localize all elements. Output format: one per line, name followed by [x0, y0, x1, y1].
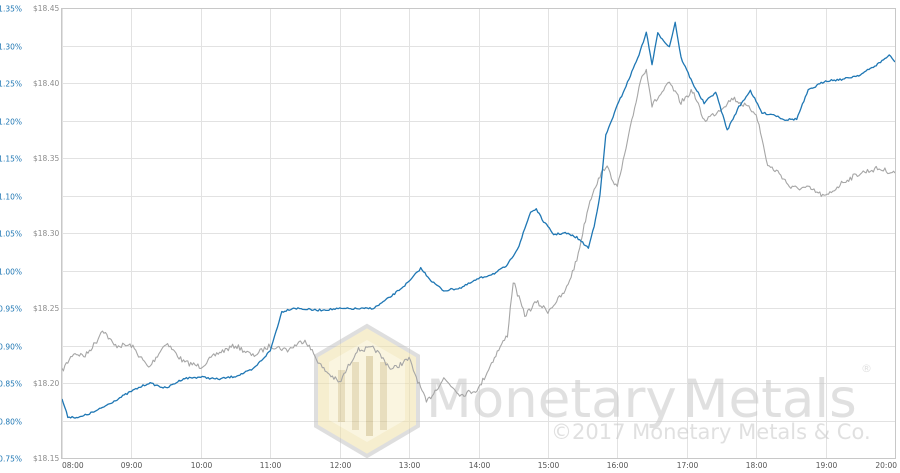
- y-left-tick-label: 1.05%: [0, 230, 22, 239]
- y-left-tick-label: 0.75%: [0, 455, 22, 464]
- y-left-tick-label: 1.25%: [0, 80, 22, 89]
- x-tick-label: 11:00: [260, 461, 282, 470]
- x-tick-label: 09:00: [121, 461, 143, 470]
- y-left-tick-label: 1.00%: [0, 268, 22, 277]
- watermark-copyright: ©2017 Monetary Metals & Co.: [551, 420, 871, 444]
- y-price-tick-label: $18.25: [33, 304, 59, 313]
- plot-frame: [61, 8, 896, 459]
- x-axis: 08:00 09:00 10:00 11:00 12:00 13:00 14:00 15:00…: [62, 461, 897, 470]
- x-tick-label: 15:00: [538, 461, 560, 470]
- x-tick-label: 12:00: [330, 461, 352, 470]
- series-line-secondary: [61, 68, 896, 403]
- y-left-tick-label: 0.85%: [0, 380, 22, 389]
- y-left-tick-label: 0.95%: [0, 305, 22, 314]
- left-axis: 0.75% 0.80% 0.85% 0.90% 0.95% 1.00% 1.05% 1.10%…: [0, 5, 22, 464]
- inner-price-axis: $18.15 $18.20 $18.25 $18.30 $18.35 $18.40 $18.…: [33, 4, 59, 463]
- x-tick-label: 10:00: [191, 461, 213, 470]
- monetary-metals-logo-icon: [314, 323, 420, 459]
- x-tick-label: 13:00: [399, 461, 421, 470]
- y-left-tick-label: 1.15%: [0, 155, 22, 164]
- series-layer: [61, 21, 896, 419]
- x-tick-label: 08:00: [62, 461, 84, 470]
- x-tick-label: 16:00: [607, 461, 629, 470]
- y-price-tick-label: $18.20: [33, 379, 59, 388]
- x-tick-label: 19:00: [816, 461, 838, 470]
- y-left-tick-label: 1.35%: [0, 5, 22, 14]
- y-left-tick-label: 0.90%: [0, 343, 22, 352]
- watermark-brand: Monetary Metals: [426, 369, 857, 430]
- y-left-tick-label: 1.10%: [0, 193, 22, 202]
- y-price-tick-label: $18.45: [33, 4, 59, 13]
- y-price-tick-label: $18.15: [33, 454, 59, 463]
- registered-mark: ®: [861, 362, 872, 375]
- x-tick-label: 18:00: [746, 461, 768, 470]
- y-left-tick-label: 0.80%: [0, 418, 22, 427]
- y-left-tick-label: 1.30%: [0, 43, 22, 52]
- x-tick-label: 17:00: [677, 461, 699, 470]
- watermark: Monetary Metals ® ©2017 Monetary Metals &…: [314, 323, 872, 459]
- x-tick-label: 14:00: [469, 461, 491, 470]
- x-tick-label: 20:00: [875, 461, 897, 470]
- y-price-tick-label: $18.30: [33, 229, 59, 238]
- y-price-tick-label: $18.35: [33, 154, 59, 163]
- y-left-tick-label: 1.20%: [0, 118, 22, 127]
- series-line-primary: [61, 21, 896, 419]
- y-price-tick-label: $18.40: [33, 79, 59, 88]
